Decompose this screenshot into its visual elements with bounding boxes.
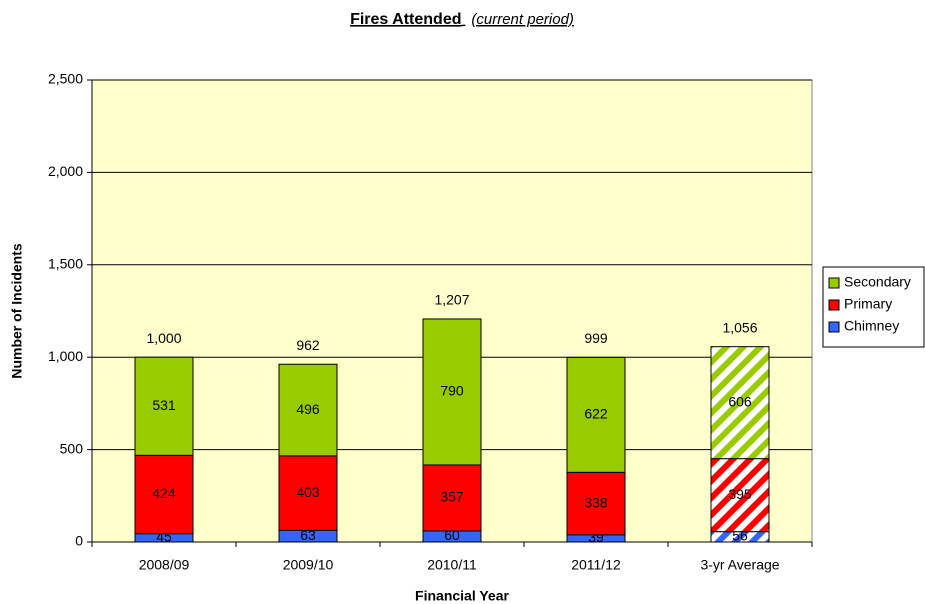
x-tick-label: 2009/10 [283,557,334,573]
y-tick-label: 1,500 [48,256,83,272]
x-axis-title: Financial Year [415,588,509,604]
legend-label: Chimney [844,318,899,334]
legend-label: Secondary [844,274,911,290]
total-label: 962 [296,337,320,353]
y-tick-label: 500 [60,440,84,456]
chart-title-group: Fires Attended (current period) [350,11,574,29]
value-label: 606 [728,393,752,409]
value-label: 338 [584,494,608,510]
total-label: 1,207 [434,292,469,308]
y-tick-label: 1,000 [48,348,83,364]
value-label: 395 [728,486,752,502]
x-tick-label: 2010/11 [427,557,477,573]
y-axis-title: Number of Incidents [9,243,25,379]
total-label: 1,000 [146,330,181,346]
x-tick-label: 2008/09 [139,557,190,573]
x-tick-label: 3-yr Average [700,557,779,573]
bar-segment [422,318,482,466]
legend-swatch [828,299,840,311]
y-tick-label: 0 [75,533,83,549]
value-label: 424 [152,485,176,501]
chart-title-note: (current period) [471,11,574,28]
bar-segment [134,356,194,456]
value-label: 403 [296,484,320,500]
legend-swatch [828,277,840,289]
bar-segment [566,471,626,536]
total-label: 999 [584,330,608,346]
legend-label: Primary [844,296,892,312]
value-label: 63 [300,527,316,543]
bar-segment [710,458,770,533]
legend-swatch [828,321,840,333]
legend-box [822,266,925,348]
bar-segment [278,455,338,531]
bar-segment [422,464,482,532]
bar-segment [278,363,338,457]
bar-segment [566,356,626,473]
y-tick-label: 2,000 [48,163,83,179]
bar-segment [710,346,770,460]
value-label: 790 [440,383,464,399]
y-tick-label: 2,500 [48,71,83,87]
value-label: 496 [296,401,320,417]
x-tick-label: 2011/12 [571,557,621,573]
total-label: 1,056 [722,320,757,336]
chart-title: Fires Attended [350,11,461,28]
value-label: 357 [440,489,464,505]
value-label: 531 [152,397,176,413]
value-label: 622 [584,406,608,422]
bar-segment [134,454,194,535]
